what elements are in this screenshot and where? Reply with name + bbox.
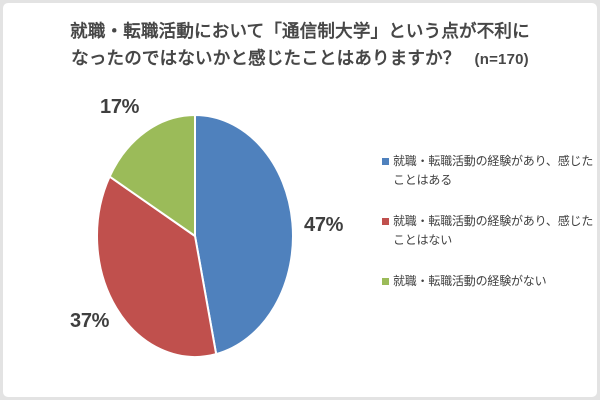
pie-slice-1 [96, 175, 218, 358]
chart-panel: 就職・転職活動において「通信制大学」という点が不利に なったのではないかと感じた… [3, 3, 597, 397]
legend-label-line: 就職・転職活動の経験がない [393, 274, 547, 288]
slice-percent-label-green: 17% [100, 96, 140, 118]
pie-chart [96, 114, 294, 358]
slice-percent-label-red: 37% [70, 310, 110, 332]
legend-label-line: 就職・転職活動の経験があり、感じた [393, 154, 594, 168]
sample-size-note: (n=170) [474, 51, 529, 68]
legend-marker-blue-icon [382, 158, 389, 165]
legend-item-experienced-not-felt: 就職・転職活動の経験があり、感じた ことはない [382, 212, 594, 250]
chart-title-line2-text: なったのではないかと感じたことはありますか？ [71, 48, 461, 68]
slice-percent-label-blue: 47% [304, 214, 344, 236]
legend-item-no-experience: 就職・転職活動の経験がない [382, 272, 594, 291]
chart-title-line2: なったのではないかと感じたことはありますか？ (n=170) [3, 45, 597, 73]
legend-item-experienced-felt: 就職・転職活動の経験があり、感じた ことはある [382, 152, 594, 190]
pie-slice-2 [108, 114, 196, 237]
chart-title: 就職・転職活動において「通信制大学」という点が不利に なったのではないかと感じた… [3, 18, 597, 73]
legend-marker-green-icon [382, 278, 389, 285]
pie-slice-0 [194, 114, 294, 356]
legend-marker-red-icon [382, 218, 389, 225]
chart-title-line1: 就職・転職活動において「通信制大学」という点が不利に [70, 21, 530, 41]
chart-legend: 就職・転職活動の経験があり、感じた ことはある 就職・転職活動の経験があり、感じ… [382, 152, 594, 313]
legend-label-line: ことはある [393, 173, 453, 187]
legend-label-line: 就職・転職活動の経験があり、感じた [393, 214, 594, 228]
legend-label: 就職・転職活動の経験がない [393, 272, 547, 291]
legend-label-line: ことはない [393, 233, 453, 247]
legend-label: 就職・転職活動の経験があり、感じた ことはある [393, 152, 593, 190]
legend-label: 就職・転職活動の経験があり、感じた ことはない [393, 212, 593, 250]
